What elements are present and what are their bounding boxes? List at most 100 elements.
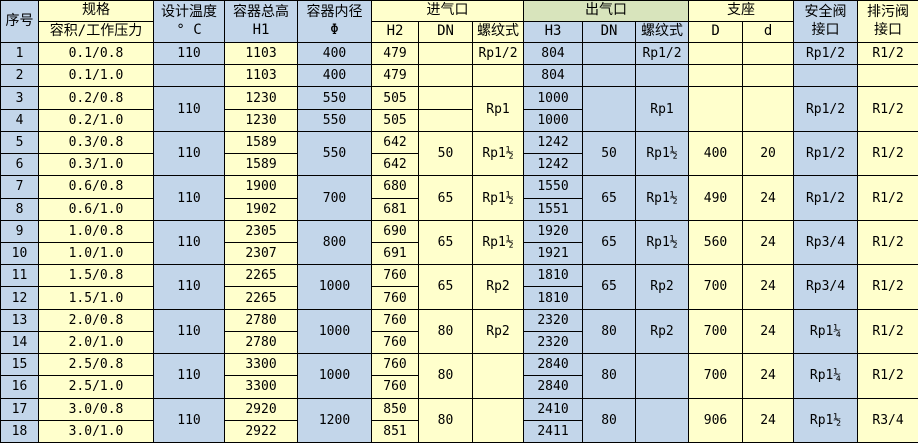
cell-h3-outlet: 1920: [523, 219, 584, 243]
cell-spec: 3.0/1.0: [38, 419, 154, 443]
cell-safety-valve: [793, 64, 859, 88]
cell-support-d-major: 906: [688, 397, 744, 443]
cell-dn-outlet: [582, 41, 637, 66]
cell-dn-inlet: 65: [418, 175, 473, 221]
cell-support-d-major: [688, 64, 744, 88]
cell-dn-inlet: 80: [418, 397, 473, 443]
cell-spec: 3.0/0.8: [38, 397, 154, 421]
cell-h3-outlet: 2411: [523, 419, 584, 443]
cell-drain-valve: R1/2: [857, 219, 918, 266]
cell-h3-outlet: 1921: [523, 241, 584, 266]
cell-h3-outlet: 2410: [523, 397, 584, 421]
col-header-h2: H2: [371, 21, 419, 43]
cell-spec: 0.1/1.0: [38, 64, 154, 88]
cell-thread-inlet: [471, 64, 525, 88]
cell-dn-inlet: 50: [418, 130, 473, 177]
col-header-inlet-group: 进气口: [370, 0, 525, 22]
col-header-thread-outlet: 螺纹式: [635, 21, 690, 43]
cell-h1: 2307: [224, 241, 298, 266]
cell-h3-outlet: 1000: [523, 108, 584, 132]
cell-serial: 8: [0, 197, 39, 221]
cell-thread-inlet: Rp1½: [471, 130, 525, 177]
cell-serial: 18: [0, 419, 39, 443]
cell-spec: 1.0/1.0: [38, 241, 154, 266]
cell-thread-inlet: Rp1/2: [471, 41, 525, 66]
cell-support-d-minor: [742, 41, 795, 66]
cell-inner-diameter: 550: [297, 108, 372, 132]
cell-serial: 7: [0, 175, 39, 199]
cell-h1: 1902: [224, 197, 298, 221]
cell-h2-inlet: 760: [371, 375, 419, 399]
cell-dn-inlet: [418, 64, 473, 88]
col-header-support-group: 支座: [688, 0, 795, 22]
cell-h1: 2780: [224, 308, 298, 332]
cell-thread-outlet: [635, 64, 690, 88]
cell-spec: 0.3/0.8: [38, 130, 154, 155]
table-row: 6 0.3/1.0 1589 642 1242: [0, 153, 918, 177]
cell-drain-valve: R1/2: [857, 264, 918, 310]
cell-support-d-minor: [742, 86, 795, 132]
cell-serial: 3: [0, 86, 39, 110]
cell-serial: 9: [0, 219, 39, 243]
cell-thread-outlet: Rp1½: [635, 219, 690, 266]
cell-support-d-major: 700: [688, 308, 744, 355]
table-row: 15 2.5/0.8 110 3300 1000 760 80 2840 80 700 24 Rp1¼…: [0, 353, 918, 399]
cell-dn-outlet: 80: [582, 397, 637, 443]
cell-h2-inlet: 479: [371, 41, 419, 66]
cell-h1: 2920: [224, 397, 298, 421]
cell-support-d-major: 700: [688, 353, 744, 399]
cell-thread-outlet: Rp2: [635, 264, 690, 310]
cell-inner-diameter: 400: [297, 64, 372, 88]
cell-support-d-major: 700: [688, 264, 744, 310]
cell-h1: 2265: [224, 286, 298, 310]
header-row-1: 序号 规格 设计温度 ° C 容器总高 H1 容器内径 Φ 进气口 出气口 支座: [0, 0, 918, 43]
cell-thread-outlet: [635, 353, 690, 399]
cell-design-temp: 110: [153, 41, 225, 66]
cell-h2-inlet: 760: [371, 308, 419, 332]
cell-h2-inlet: 760: [371, 264, 419, 288]
cell-thread-inlet: Rp1½: [471, 175, 525, 221]
cell-h3-outlet: 2840: [523, 353, 584, 377]
drain-valve-line2: 接口: [874, 21, 903, 38]
cell-design-temp: 110: [153, 130, 225, 177]
cell-spec: 0.2/0.8: [38, 86, 154, 110]
cell-thread-outlet: Rp2: [635, 308, 690, 355]
cell-h2-inlet: 691: [371, 241, 419, 266]
cell-support-d-major: 560: [688, 219, 744, 266]
cell-inner-diameter: 1000: [297, 264, 372, 310]
cell-h3-outlet: 2320: [523, 308, 584, 332]
cell-h3-outlet: 1242: [523, 130, 584, 155]
cell-h1: 2265: [224, 264, 298, 288]
cell-drain-valve: R1/2: [857, 353, 918, 399]
cell-design-temp: 110: [153, 264, 225, 310]
cell-h1: 1589: [224, 153, 298, 177]
cell-serial: 1: [0, 41, 39, 66]
cell-design-temp: [153, 64, 225, 88]
cell-design-temp: 110: [153, 397, 225, 443]
cell-serial: 4: [0, 108, 39, 132]
cell-spec: 2.0/0.8: [38, 308, 154, 332]
cell-inner-diameter: 550: [297, 130, 372, 177]
table-row: 13 2.0/0.8 110 2780 1000 760 80 Rp2 2320 80 Rp2 700…: [0, 308, 918, 355]
cell-h1: 2305: [224, 219, 298, 243]
cell-serial: 12: [0, 286, 39, 310]
cell-inner-diameter: 550: [297, 86, 372, 110]
table-row: 3 0.2/0.8 110 1230 550 505 Rp1 1000 Rp1 Rp1/2 R1/2: [0, 86, 918, 132]
header-row-2: 容积/工作压力 H2 DN 螺纹式 H3 DN 螺纹式 D d: [1, 21, 918, 43]
cell-dn-outlet: 65: [582, 264, 637, 310]
table-row: 5 0.3/0.8 110 1589 550 642 50 Rp1½ 1242 50 Rp1½ 400…: [0, 130, 918, 177]
col-header-design-temp: 设计温度 ° C: [153, 0, 225, 43]
col-header-spec-sub: 容积/工作压力: [38, 21, 154, 43]
cell-design-temp: 110: [153, 353, 225, 399]
cell-dn-outlet: [582, 86, 637, 132]
cell-spec: 1.5/1.0: [38, 286, 154, 310]
cell-dn-outlet: 80: [582, 308, 637, 355]
col-header-dn-inlet: DN: [418, 21, 473, 43]
cell-h3-outlet: 2320: [523, 330, 584, 355]
table-row: 17 3.0/0.8 110 2920 1200 850 80 2410 80 906 24 Rp1½…: [0, 397, 918, 443]
cell-h2-inlet: 760: [371, 353, 419, 377]
cell-h2-inlet: 680: [371, 175, 419, 199]
cell-support-d-minor: 24: [742, 264, 795, 310]
